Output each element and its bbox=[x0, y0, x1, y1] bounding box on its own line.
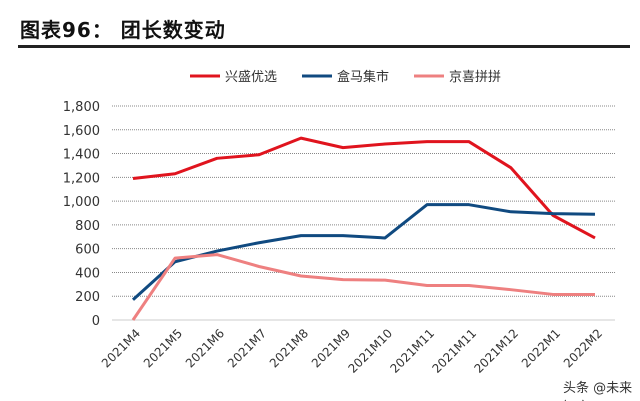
x-tick-label: 2021M7 bbox=[225, 326, 269, 370]
title-divider bbox=[18, 45, 630, 48]
legend-label: 盒马集市 bbox=[337, 69, 389, 85]
y-tick-label: 1,000 bbox=[63, 195, 100, 210]
x-tick-label: 2021M12 bbox=[472, 326, 522, 376]
x-tick-label: 2021M11 bbox=[430, 326, 480, 376]
legend-label: 兴盛优选 bbox=[225, 70, 277, 85]
y-tick-label: 200 bbox=[75, 290, 100, 305]
x-tick-label: 2021M4 bbox=[99, 326, 143, 370]
y-tick-label: 400 bbox=[75, 266, 100, 281]
y-tick-label: 1,400 bbox=[63, 148, 100, 163]
x-tick-label: 2021M5 bbox=[141, 326, 185, 370]
x-tick-label: 2021M6 bbox=[183, 326, 227, 370]
y-tick-label: 800 bbox=[75, 219, 100, 234]
y-tick-label: 1,200 bbox=[63, 171, 100, 186]
x-tick-label: 2022M1 bbox=[519, 326, 563, 370]
chart-title: 图表96： 团长数变动 bbox=[20, 18, 226, 42]
x-tick-label: 2022M2 bbox=[561, 326, 605, 370]
y-tick-label: 600 bbox=[75, 243, 100, 258]
y-tick-label: 0 bbox=[92, 314, 100, 329]
x-tick-label: 2021M8 bbox=[267, 326, 311, 370]
y-tick-label: 1,600 bbox=[63, 124, 100, 139]
watermark: 头条 @未来智库 bbox=[563, 381, 633, 401]
y-tick-label: 1,800 bbox=[63, 100, 100, 115]
x-tick-label: 2021M10 bbox=[346, 326, 396, 376]
series-line-2 bbox=[131, 253, 595, 321]
x-tick-label: 2021M11 bbox=[388, 326, 438, 376]
series-line-1 bbox=[131, 203, 596, 301]
legend-label: 京喜拼拼 bbox=[449, 70, 501, 85]
series-line-0 bbox=[132, 136, 596, 240]
